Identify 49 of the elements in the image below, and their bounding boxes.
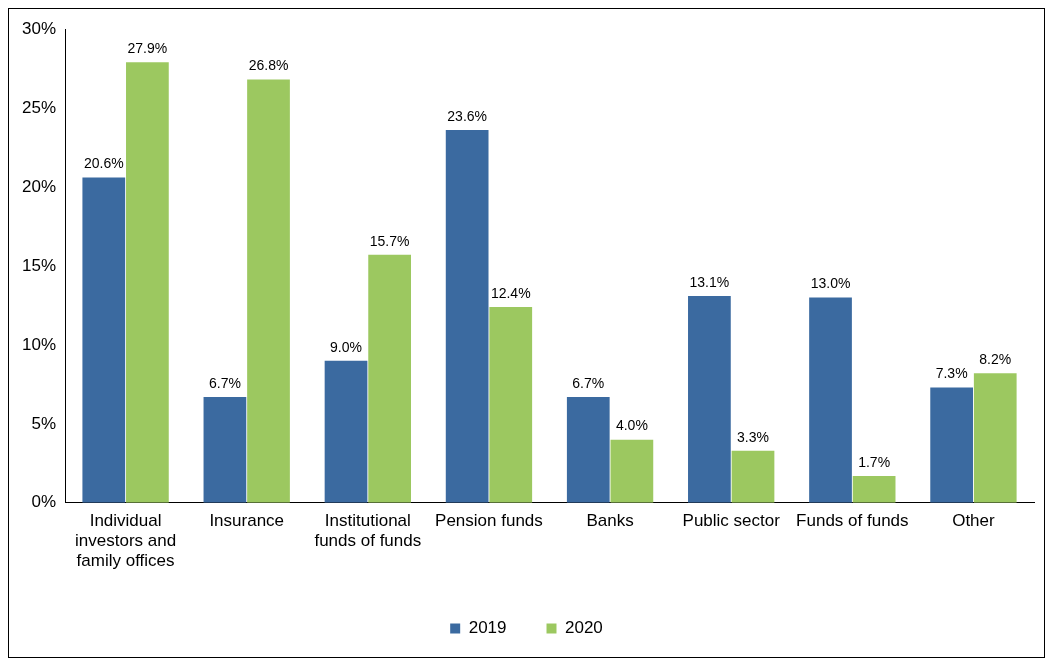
bar	[368, 254, 411, 503]
bar	[688, 295, 731, 503]
x-tick-label: Other	[952, 510, 996, 530]
bar	[324, 360, 368, 503]
data-label: 8.2%	[979, 351, 1012, 368]
data-label: 15.7%	[369, 232, 410, 249]
y-tick-label: 5%	[31, 413, 57, 433]
bar	[731, 450, 775, 503]
x-tick-label: Public sector	[682, 510, 781, 530]
data-label: 23.6%	[447, 107, 487, 124]
x-tick-label: Individual investors and family offices	[75, 510, 177, 571]
data-label: 6.7%	[208, 374, 241, 391]
y-tick-label: 10%	[21, 334, 57, 354]
bar	[247, 79, 290, 503]
x-tick-label: Funds of funds	[796, 510, 909, 530]
x-tick-label: Institutional funds of funds	[314, 510, 422, 551]
bar	[126, 62, 169, 503]
legend-label: 2019	[468, 618, 507, 638]
bar	[566, 396, 610, 503]
bar	[489, 306, 533, 503]
data-label: 7.3%	[935, 365, 968, 382]
bar	[809, 297, 852, 503]
data-label: 13.0%	[810, 275, 851, 292]
data-label: 27.9%	[127, 40, 168, 57]
data-label: 26.8%	[248, 57, 289, 74]
bar	[852, 475, 896, 503]
y-tick-label: 15%	[21, 255, 57, 275]
data-label: 9.0%	[330, 338, 362, 355]
legend-label: 2020	[565, 618, 603, 638]
y-tick-label: 0%	[31, 492, 57, 512]
data-label: 3.3%	[737, 428, 769, 445]
bar	[82, 177, 126, 503]
x-tick-label: Insurance	[209, 510, 285, 530]
data-label: 6.7%	[572, 374, 605, 391]
x-tick-label: Banks	[586, 510, 634, 530]
data-label: 1.7%	[858, 453, 891, 470]
y-tick-label: 25%	[21, 97, 57, 117]
data-label: 20.6%	[83, 155, 124, 172]
bar	[445, 130, 489, 503]
data-label: 12.4%	[490, 284, 531, 301]
bar	[610, 439, 654, 503]
data-label: 4.0%	[615, 417, 648, 434]
bar	[203, 396, 247, 503]
y-tick-label: 20%	[21, 176, 57, 196]
x-tick-label: Pension funds	[435, 510, 543, 530]
data-label: 13.1%	[689, 273, 730, 290]
y-tick-label: 30%	[21, 18, 57, 38]
bar	[973, 373, 1017, 503]
bar	[930, 387, 973, 503]
